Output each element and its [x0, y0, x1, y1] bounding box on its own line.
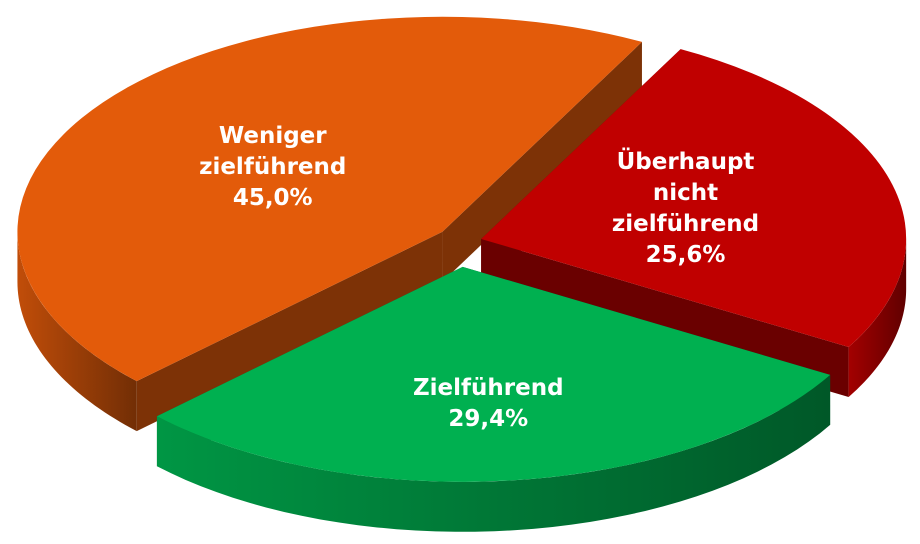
- slice-top: [156, 266, 831, 482]
- slice-side: [442, 41, 642, 282]
- slice-label: Überhaupt nicht zielführend 25,6%: [586, 139, 786, 279]
- slice-side: [136, 231, 443, 432]
- label-box: Überhaupt nicht zielführend 25,6%: [586, 139, 786, 279]
- slice-wall: [848, 238, 907, 397]
- slice: [17, 16, 642, 432]
- slice-top: [481, 49, 907, 347]
- label-box: Zielführend 29,4%: [388, 334, 588, 474]
- slice-top: [17, 16, 642, 382]
- slice-label: Weniger zielführend 45,0%: [173, 97, 373, 237]
- label: Überhaupt nicht zielführend 25,6%: [598, 147, 773, 271]
- value-label: 25,6%: [645, 242, 726, 269]
- category-label: Zielführend: [412, 374, 564, 401]
- slice-label: Zielführend 29,4%: [388, 334, 588, 474]
- label: Zielführend 29,4%: [401, 373, 576, 435]
- category-label: Überhaupt nicht zielführend: [611, 149, 760, 238]
- slice-wall: [17, 231, 137, 432]
- label-box: Weniger zielführend 45,0%: [173, 97, 373, 237]
- slice: [156, 266, 831, 532]
- slice-wall: [156, 374, 831, 532]
- value-label: 45,0%: [232, 184, 313, 211]
- value-label: 29,4%: [448, 405, 529, 432]
- label: Weniger zielführend 45,0%: [185, 121, 360, 214]
- category-label: Weniger zielführend: [199, 122, 347, 180]
